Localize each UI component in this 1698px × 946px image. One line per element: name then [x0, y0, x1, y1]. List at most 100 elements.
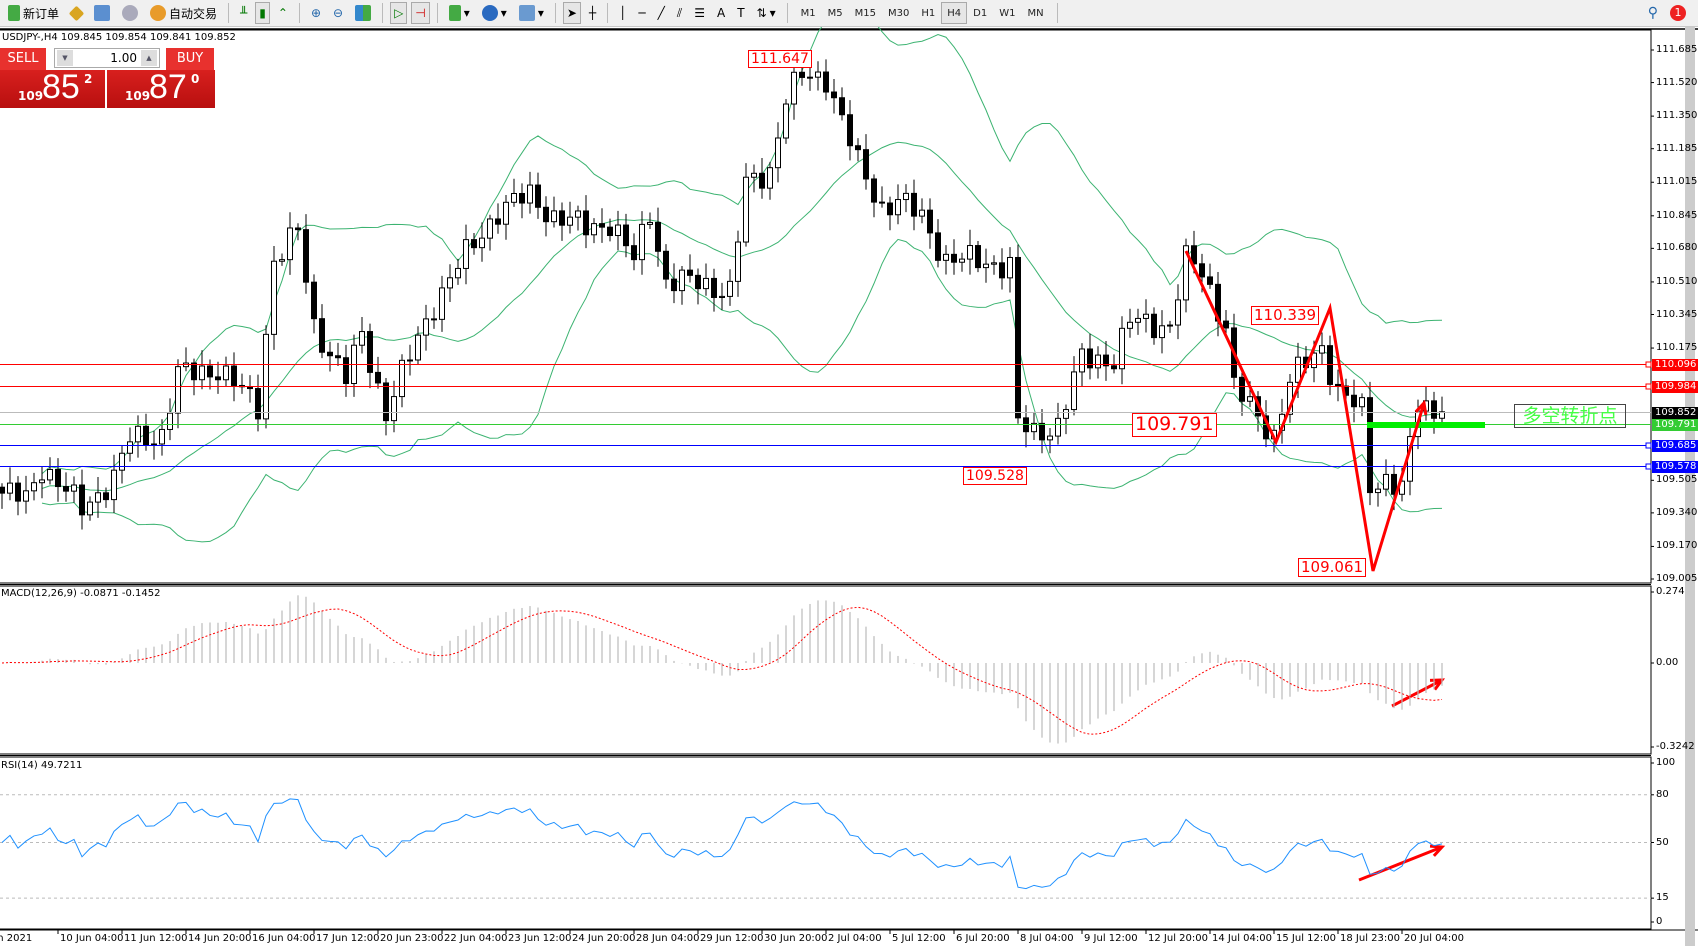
lot-size-input[interactable]: ▼ 1.00 ▲: [54, 48, 160, 68]
buy-button[interactable]: BUY: [166, 48, 214, 70]
folder-icon: [68, 5, 85, 21]
separator: [554, 3, 556, 23]
candle-bullish: [679, 269, 685, 292]
template-icon: [518, 5, 535, 21]
lot-decrease-button[interactable]: ▼: [57, 50, 73, 66]
candle-bullish: [1143, 313, 1149, 319]
candle-bullish: [1127, 321, 1133, 329]
candle-bearish: [1327, 345, 1333, 385]
time-axis-label: 14 Jul 04:00: [1212, 933, 1272, 944]
candle-bullish: [647, 221, 653, 225]
candle-bearish: [495, 218, 501, 225]
candle-bearish: [831, 91, 837, 99]
sell-button[interactable]: SELL: [0, 48, 46, 70]
autoscroll-button[interactable]: ▷: [390, 2, 408, 24]
time-axis-label: 23 Jun 12:00: [508, 933, 572, 944]
candle-bearish: [247, 386, 253, 390]
fibonacci-icon: ☰: [694, 6, 705, 20]
candle-bullish: [943, 253, 949, 261]
time-axis-label: 20 Jun 23:00: [380, 933, 444, 944]
timeframe-h1[interactable]: H1: [921, 7, 936, 19]
crosshair-button[interactable]: ┼: [585, 2, 600, 24]
text-label-button[interactable]: T: [733, 2, 748, 24]
periods-button[interactable]: ▾: [478, 2, 511, 24]
line-chart-button[interactable]: ⌃: [274, 2, 292, 24]
terminal-icon: [94, 5, 111, 21]
candle-bearish: [1223, 320, 1229, 329]
candlestick-button[interactable]: ▮: [255, 2, 270, 24]
candle-bearish: [1207, 276, 1213, 285]
candle-bearish: [543, 206, 549, 223]
time-axis-label: 28 Jun 04:00: [636, 933, 700, 944]
navigator-button[interactable]: [67, 2, 86, 24]
rsi-axis-label: 100: [1656, 757, 1676, 768]
candle-bullish: [479, 237, 485, 249]
candle-bearish: [255, 388, 261, 420]
candle-bearish: [687, 269, 693, 276]
sell-price[interactable]: 109 85 2: [0, 68, 105, 108]
auto-trading-button[interactable]: 自动交易: [146, 2, 221, 24]
candle-bullish: [503, 201, 509, 225]
candle-bearish: [375, 371, 381, 384]
one-click-trading-panel: SELL ▼ 1.00 ▲ BUY 109 85 2 109 87 0: [0, 46, 216, 108]
candle-bearish: [535, 184, 541, 208]
timeframe-m15[interactable]: M15: [854, 7, 876, 19]
trendline-button[interactable]: ╱: [654, 2, 669, 24]
price-axis-label: 110.345: [1656, 308, 1698, 320]
timeframe-mn[interactable]: MN: [1027, 7, 1044, 19]
timeframe-w1[interactable]: W1: [999, 7, 1016, 19]
notifications-button[interactable]: 1: [1666, 2, 1690, 24]
horizontal-line-icon: ─: [638, 6, 646, 20]
price-badge: 109.578: [1652, 460, 1698, 473]
candle-bullish: [1383, 473, 1389, 490]
channel-button[interactable]: ⫽: [673, 2, 686, 24]
time-axis-label: 14 Jun 20:00: [188, 933, 252, 944]
candle-bearish: [631, 245, 637, 261]
zoom-in-icon: ⊕: [310, 6, 321, 20]
candle-bullish: [783, 103, 789, 139]
arrows-button[interactable]: ⇅ ▾: [756, 6, 776, 20]
zoom-out-icon: ⊖: [333, 6, 344, 20]
vertical-line-button[interactable]: │: [615, 2, 630, 24]
cursor-button[interactable]: ➤: [562, 2, 581, 24]
candle-bearish: [975, 245, 981, 269]
candlestick-icon: ▮: [259, 6, 266, 20]
indicators-button[interactable]: ▾: [445, 2, 474, 24]
search-button[interactable]: ⚲: [1644, 2, 1662, 24]
templates-button[interactable]: ▾: [515, 2, 548, 24]
new-order-button[interactable]: 新订单: [4, 2, 63, 24]
timeframe-m1[interactable]: M1: [800, 7, 816, 19]
timeframe-h4[interactable]: H4: [941, 2, 968, 24]
indicators-icon: [448, 5, 461, 21]
lot-increase-button[interactable]: ▲: [141, 50, 157, 66]
zoom-in-button[interactable]: ⊕: [307, 2, 325, 24]
candle-bearish: [1391, 473, 1397, 495]
fibonacci-button[interactable]: ☰: [690, 2, 709, 24]
bar-chart-button[interactable]: ╨: [236, 2, 251, 24]
candle-bearish: [207, 365, 213, 378]
horizontal-line-button[interactable]: ─: [634, 2, 649, 24]
timeframe-m5[interactable]: M5: [827, 7, 843, 19]
terminal-button[interactable]: [90, 2, 114, 24]
candle-bearish: [1151, 313, 1157, 339]
candle-bearish: [1087, 348, 1093, 369]
candle-bullish: [1439, 411, 1445, 419]
zoom-out-button[interactable]: ⊖: [329, 2, 347, 24]
timeframe-d1[interactable]: D1: [973, 7, 988, 19]
chart-shift-button[interactable]: ⊣: [411, 2, 430, 24]
candle-bearish: [431, 318, 437, 321]
time-axis-label: 12 Jul 20:00: [1148, 933, 1208, 944]
toolbar: 新订单 自动交易 ╨ ▮ ⌃ ⊕ ⊖ ▷ ⊣ ▾ ▾ ▾ ➤ ┼ │ ─ ╱ ⫽…: [0, 0, 1698, 27]
text-button[interactable]: A: [713, 2, 729, 24]
tile-windows-button[interactable]: [351, 2, 375, 24]
candle-bearish: [799, 71, 805, 78]
candle-bullish: [719, 295, 725, 298]
candle-bullish: [1183, 245, 1189, 301]
buy-price[interactable]: 109 87 0: [107, 68, 215, 108]
candle-bearish: [1191, 245, 1197, 265]
candle-bullish: [767, 167, 773, 189]
timeframe-m30[interactable]: M30: [887, 7, 910, 19]
candle-bullish: [1071, 371, 1077, 411]
signals-button[interactable]: [118, 2, 142, 24]
